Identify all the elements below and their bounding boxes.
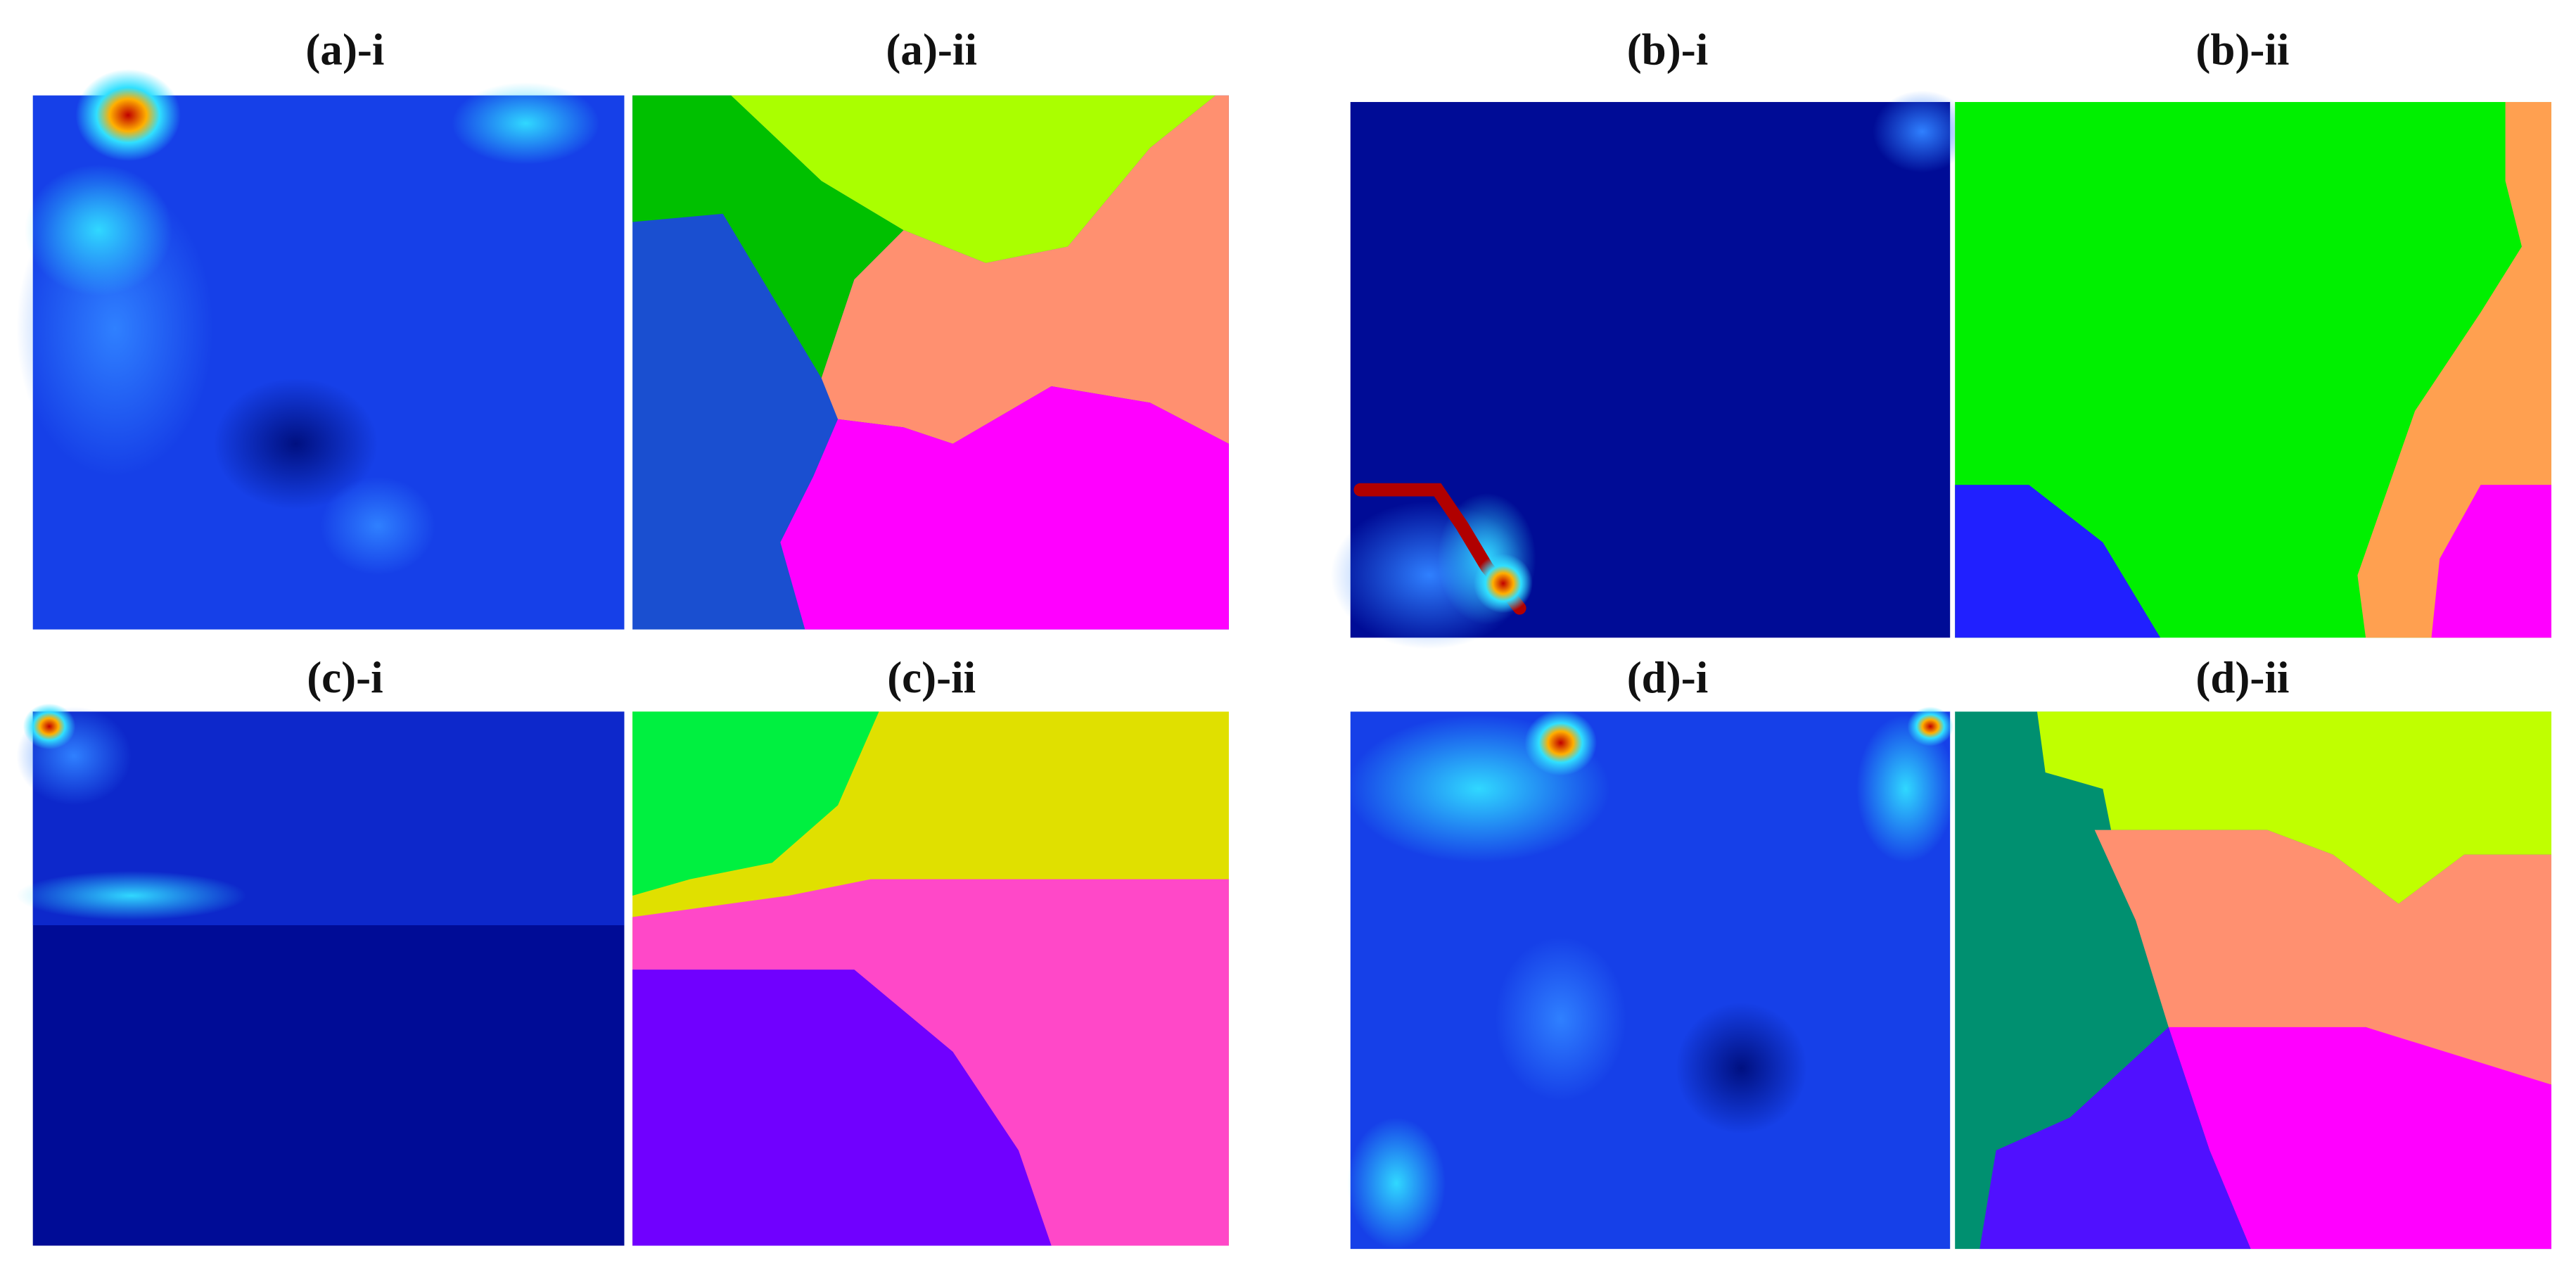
panel-label: (a)-i [305, 25, 384, 75]
cluster-map [632, 711, 1229, 1246]
u-matrix [1330, 90, 1972, 649]
panel-label: (d)-ii [2195, 653, 2289, 702]
u-matrix [16, 69, 625, 630]
u-matrix [16, 703, 625, 1246]
cluster-map [632, 95, 1229, 630]
panel-label: (d)-i [1627, 653, 1709, 702]
cluster-map [1955, 711, 2551, 1250]
u-matrix [1347, 706, 1956, 1250]
panel-label: (b)-ii [2195, 25, 2289, 75]
panel-label: (b)-i [1627, 25, 1709, 75]
panel-label: (a)-ii [886, 25, 977, 75]
cluster-map [1955, 101, 2551, 638]
panel-label: (c)-i [307, 653, 383, 702]
panel-label: (c)-ii [887, 653, 976, 702]
